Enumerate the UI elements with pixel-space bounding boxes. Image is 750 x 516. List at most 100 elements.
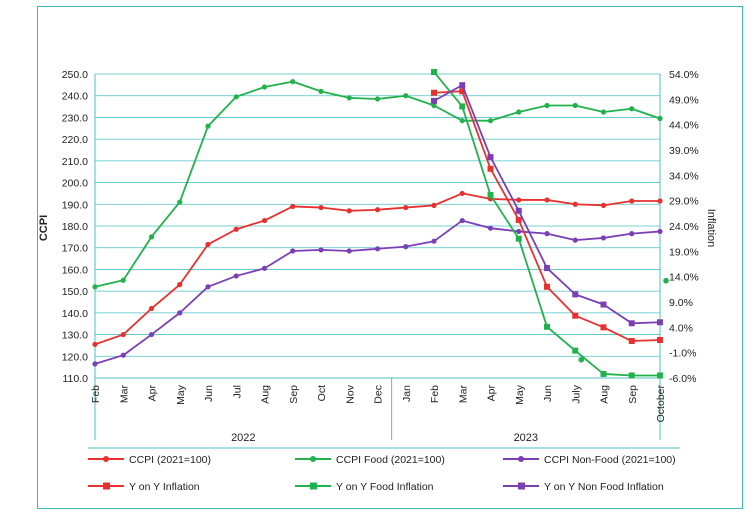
data-point [657,319,663,326]
stray-marker [578,356,585,363]
chart-frame [37,6,743,509]
y-tick-label: 210.0 [62,156,88,168]
data-point [120,277,126,283]
data-point [374,96,381,102]
data-point [318,247,324,253]
y-tick-label: 170.0 [62,243,88,255]
data-point [600,202,607,208]
data-point [233,273,239,279]
data-point [92,284,98,290]
data-point [459,190,465,197]
data-point [628,320,635,327]
data-point [600,301,607,308]
data-point [120,352,126,358]
data-point [205,123,211,129]
legend-label: CCPI (2021=100) [129,454,211,466]
x-tick-label: May [514,384,526,405]
data-point [572,102,578,109]
y2-tick-label: 34.0% [669,170,699,182]
y-tick-label: 230.0 [62,112,88,124]
data-point [657,228,663,235]
y2-tick-label: 39.0% [669,145,699,157]
data-point [516,197,522,203]
y2-tick-label: 9.0% [669,297,693,309]
data-point [657,115,663,122]
x-tick-label: Jan [401,385,413,402]
y2-tick-label: 49.0% [669,94,699,106]
legend-swatch-marker [310,482,317,490]
data-point [600,324,607,331]
data-point [544,102,550,109]
data-point [177,199,183,205]
y2-tick-label: -6.0% [669,373,696,385]
data-point [629,198,635,204]
data-point [628,372,635,379]
y-tick-label: 150.0 [62,286,88,298]
year-label: 2022 [231,432,255,444]
legend: CCPI (2021=100) CCPI Food (2021=100) CCPI … [88,447,680,493]
series-line [433,90,661,342]
data-point [629,106,635,112]
data-point [515,235,522,242]
data-point [544,265,550,272]
data-point [148,331,155,338]
gridlines [95,73,660,379]
y2-tick-label: 24.0% [669,221,699,233]
data-point [290,79,296,85]
data-point [92,341,98,347]
data-point [403,93,409,99]
data-point [487,154,494,161]
x-tick-label: July [570,384,582,403]
data-point [233,226,239,232]
data-point [346,248,352,254]
data-point [92,361,98,367]
y-tick-label: 180.0 [62,221,88,233]
data-point [431,68,437,75]
data-point [318,204,324,211]
data-point [290,203,296,210]
data-point [233,94,239,100]
data-point [374,207,381,213]
data-point [459,118,465,124]
y-tick-label: 140.0 [62,308,88,320]
x-tick-label: Aug [599,385,611,404]
data-point [205,284,211,290]
axes [94,74,661,440]
series-line [94,192,660,346]
data-point [600,370,607,377]
data-point [544,231,550,237]
series-line [94,80,661,288]
y-tick-label: 160.0 [62,264,88,276]
x-tick-label: Nov [344,384,356,403]
data-point [261,217,268,224]
data-point [261,84,268,90]
data-point [657,372,663,379]
x-tick-label: Sep [627,385,639,404]
data-point [572,347,579,354]
y2-tick-label: 29.0% [669,196,699,208]
x-tick-label: Oct [316,385,328,401]
data-point [261,265,268,271]
x-tick-label: Jun [542,385,554,402]
data-point [459,82,466,89]
y2-axis-title: Inflation [705,209,717,248]
legend-swatch-marker [310,456,316,462]
data-point [177,310,183,316]
data-point [177,282,183,288]
y2-tick-label: 4.0% [669,322,693,334]
data-point [148,234,155,240]
x-tick-label: Mar [457,385,469,404]
data-point [572,291,579,298]
x-tick-label: Mar [118,385,130,404]
data-point [544,323,550,330]
y2-tick-label: 54.0% [669,69,699,81]
data-point [544,283,550,290]
y-tick-label: 220.0 [62,134,88,146]
data-point [657,198,663,204]
series-layer [92,68,669,379]
x-tick-label: Dec [373,385,385,404]
y-axis-title: CCPI [38,215,50,241]
data-point [600,109,607,115]
data-point [346,208,352,214]
legend-label: Y on Y Food Inflation [336,481,434,493]
